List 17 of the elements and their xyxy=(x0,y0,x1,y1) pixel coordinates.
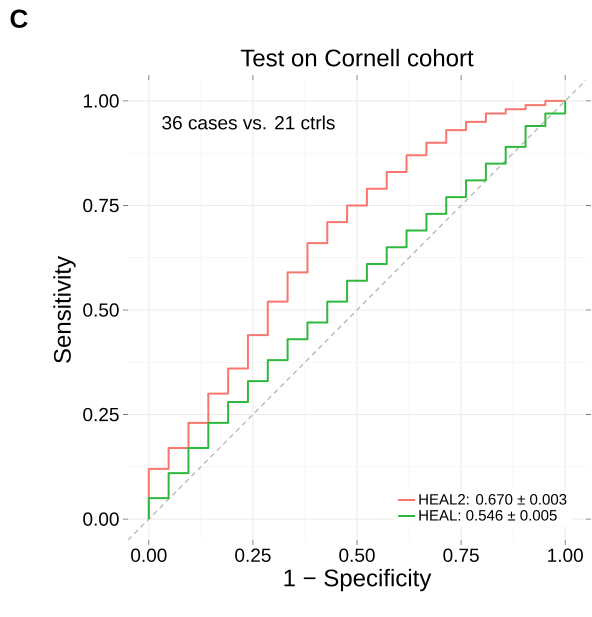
x-tick-label: 0.00 xyxy=(131,548,167,562)
y-tick-label: 0.00 xyxy=(83,512,119,526)
text: C xyxy=(10,10,28,28)
x-tick-label: 0.75 xyxy=(443,548,479,562)
x-tick-label: 0.50 xyxy=(339,548,375,562)
y-tick-label: 1.00 xyxy=(84,94,119,108)
x-tick-label: 0.25 xyxy=(235,548,271,562)
chart-title: Test on Cornell cohort xyxy=(240,48,474,66)
y-axis-title: Sensitivity xyxy=(53,256,76,363)
y-tick-label: 0.25 xyxy=(83,408,119,422)
legend-label: HEAL2: 0.670 ± 0.003 xyxy=(419,494,566,505)
annotation: 36 cases vs. 21 ctrls xyxy=(162,116,335,130)
legend-label: HEAL: 0.546 ± 0.005 xyxy=(419,510,557,521)
y-tick-label: 0.50 xyxy=(83,303,119,317)
x-axis-title: 1 − Specificity xyxy=(284,568,432,592)
x-tick-label: 1.00 xyxy=(548,548,583,562)
y-tick-label: 0.75 xyxy=(83,198,119,212)
